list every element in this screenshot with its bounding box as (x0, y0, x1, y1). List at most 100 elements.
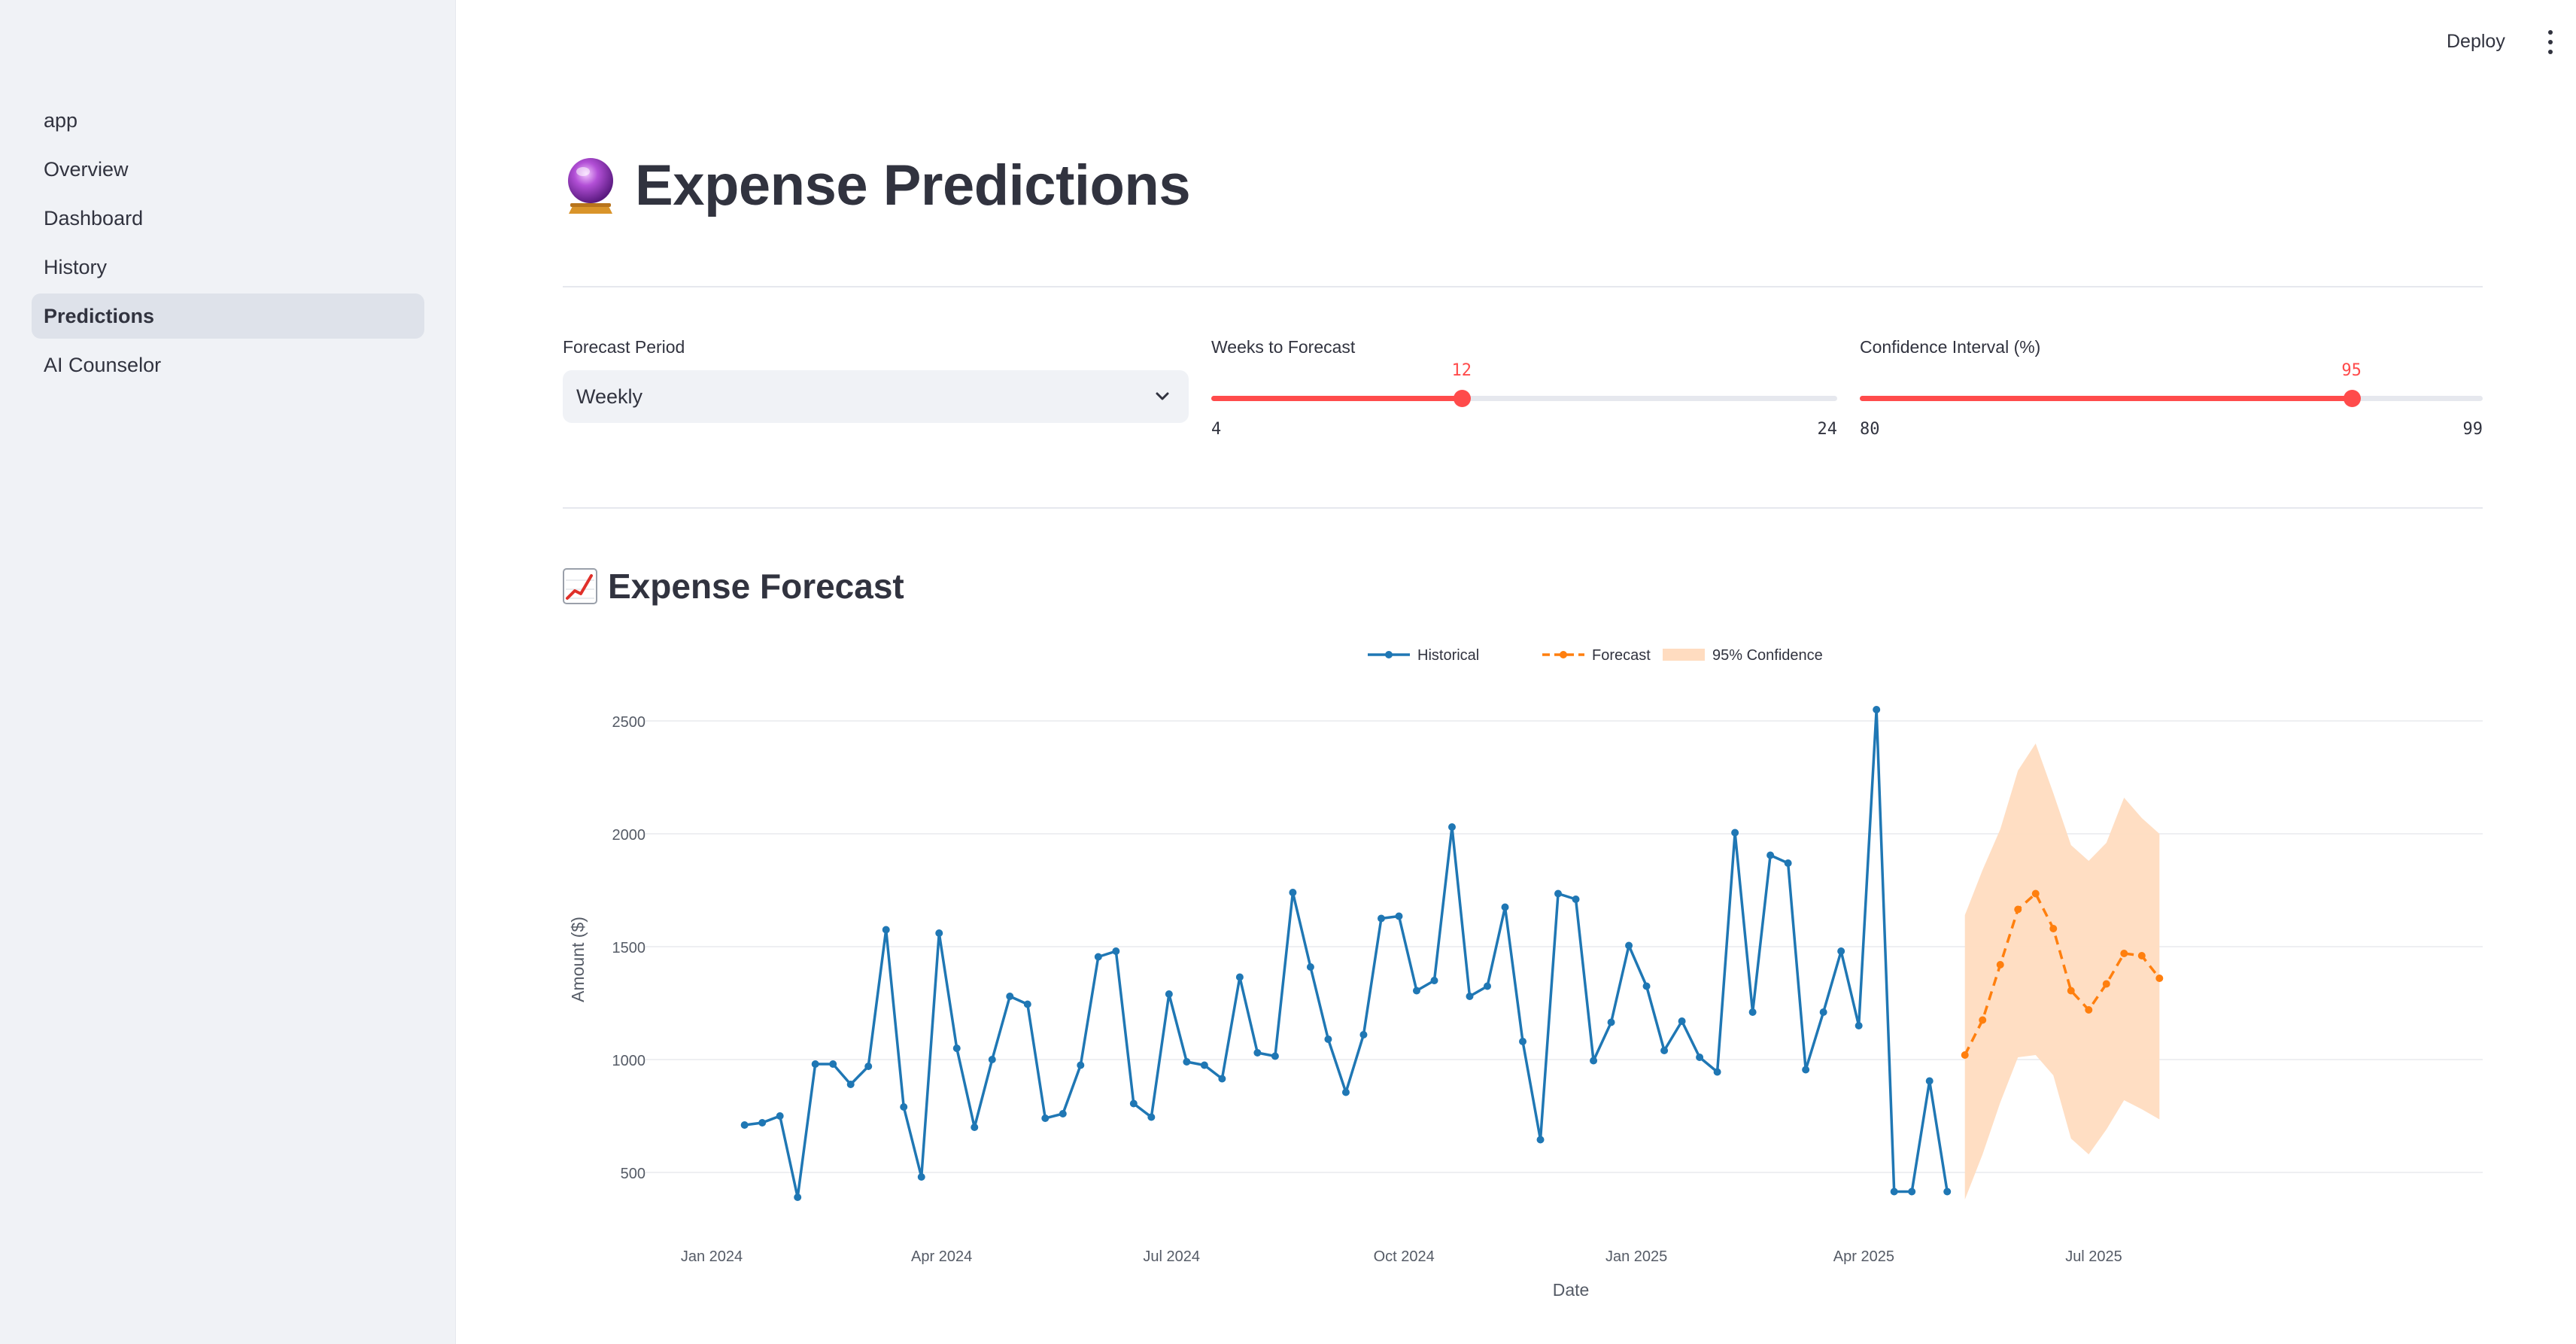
historical-point (1908, 1187, 1916, 1196)
slider-fill (1211, 396, 1462, 401)
expense-forecast-chart[interactable]: 500 1000 1500 2000 2500 Jan 2024 Apr 2024 Jul 2… (563, 632, 2489, 1324)
legend-marker-forecast (1560, 651, 1567, 658)
page-title-text: Expense Predictions (635, 153, 1191, 217)
historical-point (1324, 1035, 1332, 1043)
slider-thumb[interactable] (1453, 390, 1471, 407)
historical-point (971, 1124, 979, 1131)
sidebar-item-label: Overview (44, 157, 129, 181)
historical-point (952, 1044, 961, 1052)
historical-point (1678, 1017, 1686, 1025)
historical-point (1447, 823, 1456, 831)
historical-point (1731, 829, 1739, 837)
historical-point (1306, 963, 1314, 971)
forecast-point (1961, 1051, 1969, 1059)
forecast-period-select[interactable]: Weekly (563, 370, 1189, 423)
historical-point (864, 1063, 873, 1070)
divider (563, 507, 2483, 509)
y-tick-label: 500 (621, 1166, 646, 1182)
deploy-button[interactable]: Deploy (2438, 23, 2514, 60)
forecast-point (2102, 980, 2110, 988)
forecast-point (2067, 987, 2075, 995)
historical-point (1590, 1057, 1598, 1065)
sidebar-nav: app Overview Dashboard History Predictio… (32, 98, 424, 391)
sidebar-item-history[interactable]: History (32, 245, 424, 290)
confidence-slider[interactable]: 95 80 99 (1860, 361, 2483, 439)
historical-point (1572, 895, 1580, 903)
historical-point (935, 929, 943, 937)
forecast-period-label: Forecast Period (563, 337, 685, 357)
historical-point (917, 1173, 925, 1181)
historical-point (1077, 1061, 1085, 1069)
legend-label-confidence: 95% Confidence (1712, 647, 1823, 664)
historical-point (1855, 1022, 1863, 1029)
y-axis-title: Amount ($) (568, 917, 588, 1002)
x-axis-title: Date (1553, 1280, 1590, 1300)
legend-swatch-confidence (1663, 649, 1705, 661)
historical-point (1501, 903, 1509, 911)
historical-point (1412, 987, 1420, 995)
sidebar-item-predictions[interactable]: Predictions (32, 293, 424, 339)
chevron-down-icon (1156, 392, 1169, 400)
x-tick-label: Apr 2025 (1833, 1248, 1894, 1265)
sidebar-item-overview[interactable]: Overview (32, 147, 424, 192)
historical-point (829, 1060, 837, 1068)
historical-line (744, 708, 1949, 1199)
forecast-point (2155, 975, 2164, 982)
legend-marker-historical (1385, 651, 1393, 658)
historical-point (794, 1193, 802, 1201)
confidence-band (1964, 743, 2160, 1200)
forecast-point (2049, 925, 2058, 932)
sidebar-item-dashboard[interactable]: Dashboard (32, 196, 424, 241)
slider-min: 80 (1860, 420, 1880, 439)
historical-point (1519, 1038, 1527, 1045)
slider-track[interactable] (1211, 396, 1837, 401)
sidebar-item-label: AI Counselor (44, 353, 162, 376)
historical-point (1625, 941, 1633, 950)
sidebar-item-ai-counselor[interactable]: AI Counselor (32, 342, 424, 388)
sidebar-item-label: History (44, 255, 108, 278)
slider-thumb[interactable] (2343, 390, 2361, 407)
historical-point (1943, 1187, 1952, 1196)
historical-point (1713, 1068, 1721, 1076)
legend-label-forecast: Forecast (1592, 647, 1651, 664)
weeks-slider[interactable]: 12 4 24 (1211, 361, 1837, 439)
historical-point (1165, 990, 1173, 998)
historical-point (1377, 914, 1385, 923)
x-tick-label: Apr 2024 (911, 1248, 972, 1265)
historical-point (1112, 947, 1120, 955)
forecast-point (1996, 961, 2004, 968)
sidebar-item-label: Dashboard (44, 206, 144, 230)
slider-min: 4 (1211, 420, 1222, 439)
historical-point (1218, 1075, 1226, 1083)
historical-point (776, 1112, 784, 1120)
historical-point (1289, 889, 1297, 896)
historical-point (1696, 1054, 1704, 1061)
main-menu-icon[interactable] (2539, 27, 2562, 57)
historical-point (1341, 1088, 1350, 1096)
historical-point (1607, 1018, 1615, 1026)
x-tick-label: Oct 2024 (1374, 1248, 1435, 1265)
historical-point (988, 1056, 996, 1063)
forecast-point (2085, 1006, 2093, 1014)
chart-legend: Historical Forecast 95% Confidence (1368, 647, 1823, 664)
historical-point (1094, 953, 1102, 961)
forecast-period-value: Weekly (576, 385, 643, 408)
y-tick-label: 1000 (612, 1053, 646, 1069)
x-tick-label: Jul 2024 (1143, 1248, 1200, 1265)
forecast-point (1979, 1016, 1987, 1024)
crystal-ball-icon (568, 158, 613, 214)
historical-point (1819, 1008, 1827, 1016)
forecast-point (2120, 950, 2128, 957)
historical-point (1395, 912, 1403, 920)
historical-point (1466, 993, 1474, 1000)
historical-point (1183, 1058, 1191, 1066)
y-tick-label: 2500 (612, 714, 646, 731)
page-title: Expense Predictions (563, 147, 1191, 223)
historical-point (1023, 1000, 1031, 1008)
sidebar-item-app[interactable]: app (32, 98, 424, 143)
historical-point (1766, 851, 1775, 859)
historical-point (1271, 1052, 1279, 1060)
section-title: Expense Forecast (563, 560, 904, 613)
weeks-label: Weeks to Forecast (1211, 337, 1356, 357)
